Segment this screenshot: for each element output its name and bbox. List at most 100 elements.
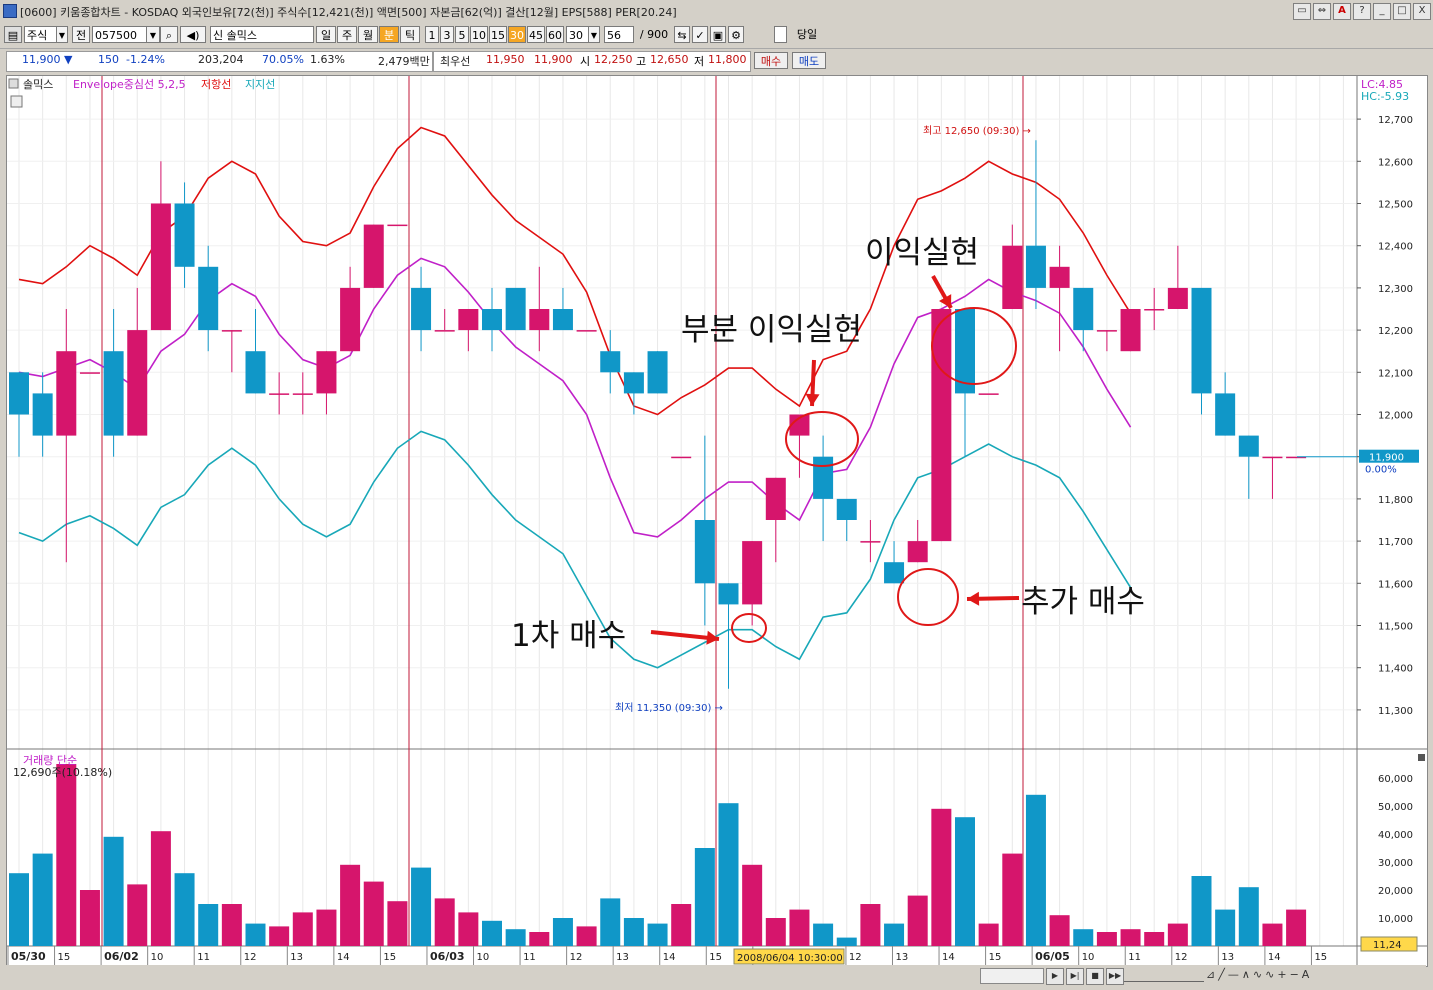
volume-tick-label: 60,000: [1378, 774, 1413, 785]
scroll-track[interactable]: [980, 968, 1044, 984]
chevron-down-icon[interactable]: ▼: [56, 26, 68, 43]
volume-bar: [978, 923, 999, 946]
volume-legend: 거래량 단순: [23, 754, 77, 767]
chart-icon[interactable]: ✓: [692, 26, 708, 43]
help-icon[interactable]: ?: [1353, 3, 1371, 20]
volume-bar: [1238, 887, 1259, 946]
low-price: 11,800: [708, 53, 747, 66]
volume-bar: [127, 884, 148, 946]
wave-icon[interactable]: ∿: [1252, 968, 1263, 981]
maximize-button[interactable]: □: [1393, 3, 1411, 20]
volume-tick-label: 10,000: [1378, 914, 1413, 925]
candle-body: [836, 498, 857, 520]
close-button[interactable]: X: [1413, 3, 1431, 20]
volume-bar: [1002, 853, 1023, 946]
grid-toggle-icon[interactable]: [10, 95, 23, 108]
wave2-icon[interactable]: ∿: [1265, 968, 1275, 981]
tools-icon[interactable]: ⇆: [674, 26, 690, 43]
quote-box-2: [433, 51, 751, 72]
first-buy-arrow-head: [706, 630, 719, 645]
period-button-2[interactable]: 월: [358, 26, 378, 43]
minimize-button[interactable]: _: [1373, 3, 1391, 20]
xaxis-tick-label: 13: [895, 952, 908, 963]
volume-bar: [150, 831, 171, 946]
candle-body: [150, 203, 171, 331]
yaxis-tick-label: 12,600: [1378, 157, 1413, 168]
candle-body: [316, 351, 337, 394]
candle-body: [269, 393, 290, 395]
minute-button-30[interactable]: 30: [508, 26, 526, 43]
volume-bar: [292, 912, 313, 946]
candle-body: [694, 520, 715, 584]
text-tool-icon[interactable]: A: [1301, 968, 1310, 981]
candle-body: [127, 330, 148, 436]
cursor-icon[interactable]: ⊿: [1206, 968, 1216, 981]
minute-button-10[interactable]: 10: [470, 26, 488, 43]
line-icon[interactable]: ╱: [1218, 968, 1225, 981]
candle-body: [1215, 393, 1236, 436]
ratio2: 1.63%: [310, 53, 345, 66]
candle-body: [742, 541, 763, 605]
candle-body: [434, 330, 455, 332]
period-button-4[interactable]: 틱: [400, 26, 420, 43]
restore-icon[interactable]: ▭: [1293, 3, 1311, 20]
play-icon[interactable]: ▶: [1046, 968, 1064, 985]
scroll-bar[interactable]: ▶ ▶| ■ ▶▶ ⊿ ╱ — ∧ ∿ ∿ + − A: [6, 965, 1426, 987]
candle-body: [505, 287, 526, 331]
legend-support: 지지선: [245, 78, 275, 91]
speaker-icon[interactable]: ◀): [180, 26, 206, 43]
chevron-down-icon[interactable]: ▼: [146, 26, 160, 43]
zoom-out-icon[interactable]: −: [1289, 968, 1299, 981]
period-button-1[interactable]: 주: [337, 26, 357, 43]
highlight-circle: [731, 613, 767, 643]
stop-icon[interactable]: ■: [1086, 968, 1104, 985]
candle-body: [1238, 435, 1259, 457]
zoom-in-icon[interactable]: +: [1277, 968, 1287, 981]
search-icon[interactable]: ⌕: [160, 26, 178, 43]
buy-button[interactable]: 매수: [754, 52, 788, 69]
yaxis-tick-label: 12,700: [1378, 115, 1413, 126]
chart-area[interactable]: 11,300 11,400 11,500 11,600 11,700 11,800 11,9…: [6, 75, 1428, 967]
candle-body: [340, 287, 361, 352]
sell-button[interactable]: 매도: [792, 52, 826, 69]
gear-icon[interactable]: ⚙: [728, 26, 744, 43]
partial-profit-label: 부분 이익실현: [681, 312, 862, 348]
candle-body: [411, 287, 432, 331]
chevron-down-icon[interactable]: ▼: [588, 26, 600, 43]
minute-button-15[interactable]: 15: [489, 26, 507, 43]
panel-menu-icon[interactable]: [8, 78, 19, 89]
best-label: 최우선: [440, 55, 471, 68]
fibo-icon[interactable]: ∧: [1241, 968, 1250, 981]
volume-bar: [434, 898, 455, 946]
code-input[interactable]: 057500: [92, 26, 152, 43]
minute-button-3[interactable]: 3: [440, 26, 454, 43]
hline-icon[interactable]: —: [1227, 968, 1239, 981]
fast-forward-icon[interactable]: ▶▶: [1106, 968, 1124, 985]
count-input[interactable]: 56: [604, 26, 634, 43]
font-icon[interactable]: A: [1333, 3, 1351, 20]
xaxis-tick-label: 15: [989, 952, 1002, 963]
prev-button[interactable]: 전: [72, 26, 90, 43]
period-button-3[interactable]: 분: [379, 26, 399, 43]
zoom-slider[interactable]: [1124, 969, 1204, 982]
volume-bar: [174, 873, 195, 946]
save-icon[interactable]: ▣: [710, 26, 726, 43]
today-checkbox[interactable]: [774, 26, 787, 43]
xaxis-tick-label: 11: [523, 952, 536, 963]
window-controls: ▭ ⇔ A ? _ □ X: [1293, 3, 1431, 20]
candle-body: [1262, 456, 1283, 459]
step-forward-icon[interactable]: ▶|: [1066, 968, 1084, 985]
panel-collapse-icon[interactable]: [1418, 754, 1425, 761]
minute-button-60[interactable]: 60: [546, 26, 564, 43]
xaxis-tick-label: 06/05: [1035, 950, 1070, 963]
minute-button-1[interactable]: 1: [425, 26, 439, 43]
period-button-0[interactable]: 일: [316, 26, 336, 43]
stock-name-input[interactable]: 신 솔믹스: [210, 26, 314, 43]
volume-bar: [742, 864, 763, 946]
minute-button-45[interactable]: 45: [527, 26, 545, 43]
candle-body: [32, 393, 53, 436]
candle-body: [955, 309, 975, 394]
link-icon[interactable]: ⇔: [1313, 3, 1331, 20]
menu-icon[interactable]: ▤: [4, 26, 22, 43]
minute-button-5[interactable]: 5: [455, 26, 469, 43]
